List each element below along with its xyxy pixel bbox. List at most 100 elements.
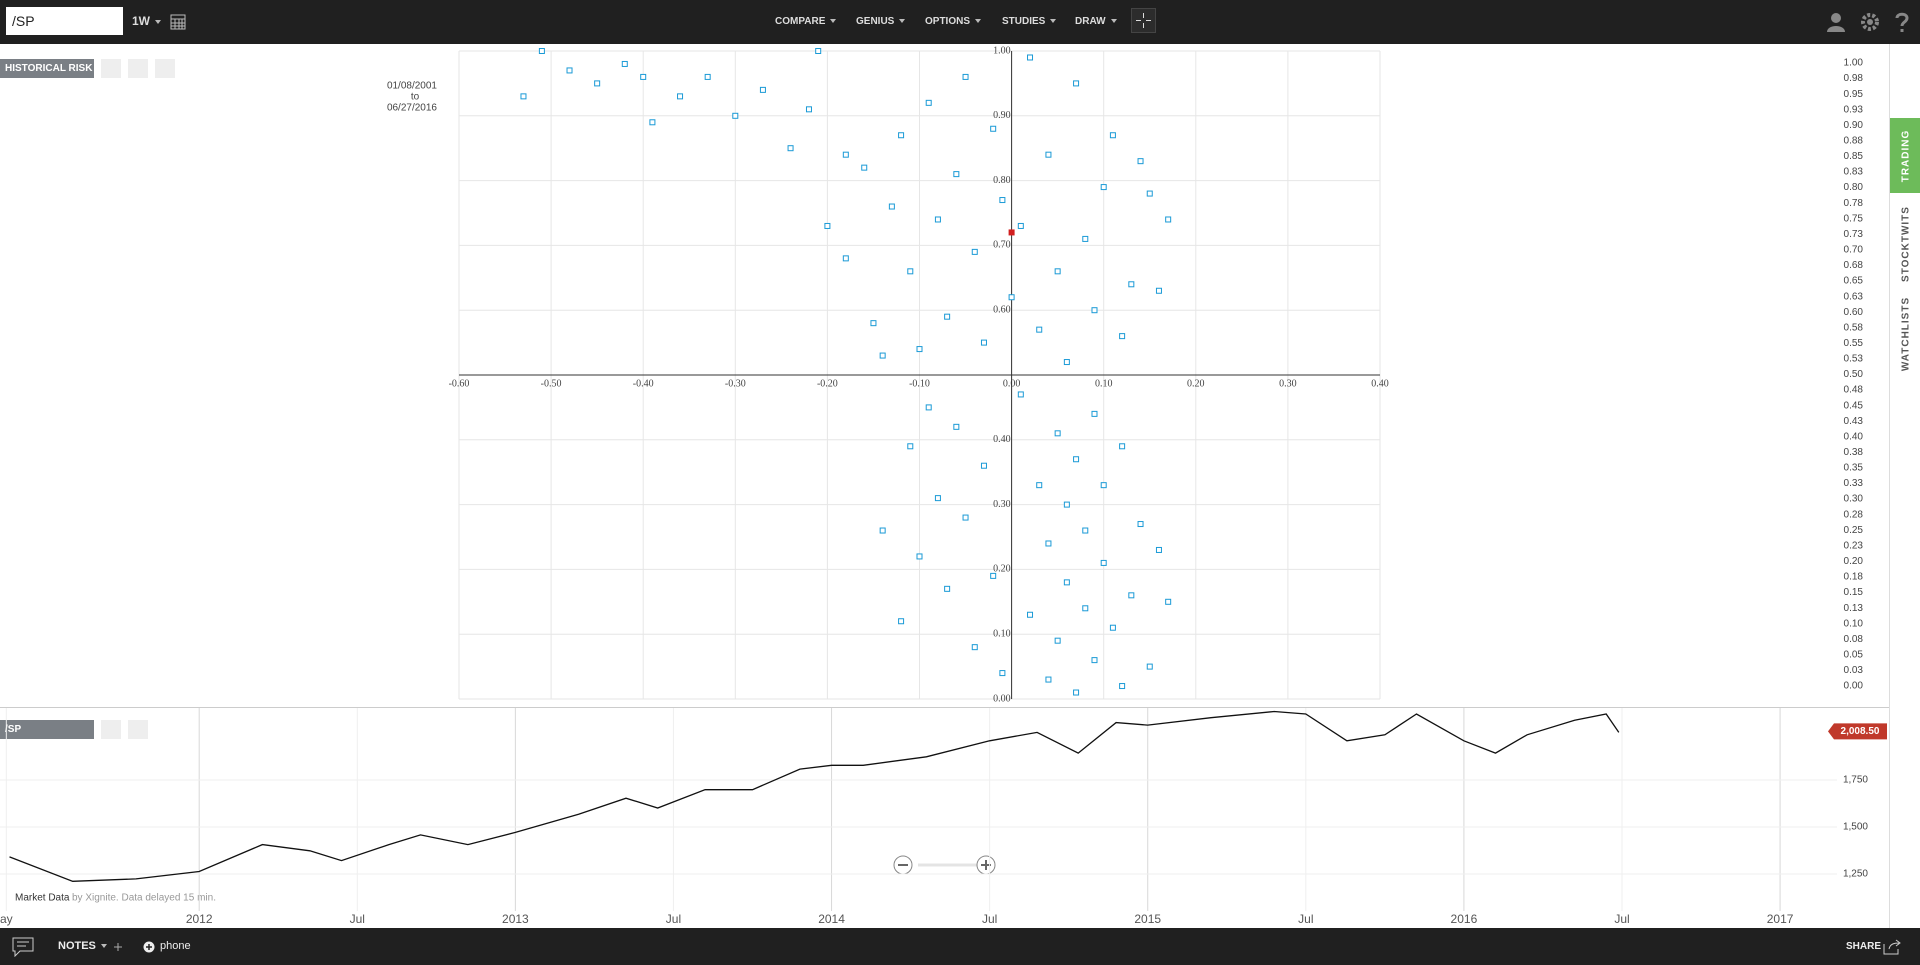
share-icon[interactable] — [1882, 938, 1902, 956]
credit-source: Market Data — [15, 893, 70, 904]
scatter-point — [1073, 456, 1080, 463]
y2-tick-label: 0.43 — [1844, 416, 1864, 427]
scatter-point — [1017, 222, 1024, 229]
y2-tick-label: 0.83 — [1844, 167, 1864, 178]
scatter-point — [971, 248, 978, 255]
x-tick-label: Jul — [982, 912, 997, 926]
menu-item[interactable]: DRAW — [1075, 16, 1117, 27]
scatter-point — [538, 48, 545, 54]
y2-tick-label: 0.30 — [1844, 494, 1864, 505]
y-tick-label: 0.70 — [993, 240, 1011, 251]
scatter-point — [1137, 521, 1144, 528]
y2-tick-label: 1.00 — [1844, 58, 1864, 69]
scatter-point — [649, 119, 656, 126]
scatter-chart: 01/08/2001 to 06/27/2016 -0.60 -0.50 -0.40… — [387, 45, 1864, 704]
y-tick-label: 1,250 — [1843, 869, 1868, 880]
scatter-point — [953, 171, 960, 178]
tab-label: STOCKTWITS — [1900, 206, 1911, 282]
sidebar-tab[interactable]: TRADING — [1890, 118, 1920, 193]
scatter-point — [1036, 482, 1043, 489]
y2-tick-label: 0.63 — [1844, 291, 1864, 302]
tab-label: WATCHLISTS — [1900, 296, 1911, 372]
x-tick-label: 0.30 — [1279, 378, 1297, 389]
y2-tick-label: 0.10 — [1844, 618, 1864, 629]
sidebar: TRADING STOCKTWITS WATCHLISTS — [1889, 44, 1920, 928]
highlight-point — [1008, 229, 1015, 236]
scatter-point — [1054, 268, 1061, 275]
panel-label: HISTORICAL RISK — [0, 59, 94, 78]
scatter-point — [1100, 559, 1107, 566]
scatter-point — [640, 73, 647, 80]
add-icon[interactable] — [113, 942, 123, 952]
y2-tick-label: 0.03 — [1844, 665, 1864, 676]
y2-tick-label: 0.80 — [1844, 182, 1864, 193]
account-icons[interactable] — [1826, 12, 1916, 34]
scatter-point — [1091, 410, 1098, 417]
move-button[interactable] — [101, 59, 121, 78]
date-from: 01/08/2001 — [387, 81, 437, 92]
date-to: 06/27/2016 — [387, 103, 437, 114]
x-tick-label: Jul — [1298, 912, 1313, 926]
scatter-point — [1054, 637, 1061, 644]
scatter-point — [677, 93, 684, 100]
menu-item[interactable]: COMPARE — [775, 16, 836, 27]
interval-selector[interactable]: 1W — [132, 14, 161, 28]
menu-item[interactable]: GENIUS — [856, 16, 905, 27]
y-tick-label: 0.60 — [993, 304, 1011, 315]
scatter-point — [1073, 80, 1080, 87]
scatter-point — [787, 145, 794, 152]
zoom-controls[interactable] — [893, 855, 996, 875]
menu-item[interactable]: STUDIES — [1002, 16, 1056, 27]
y2-tick-label: 0.23 — [1844, 540, 1864, 551]
y2-tick-label: 0.78 — [1844, 198, 1864, 209]
scatter-point — [980, 339, 987, 346]
x-tick-label: Jul — [1614, 912, 1629, 926]
y2-tick-label: 0.50 — [1844, 369, 1864, 380]
scatter-point — [1082, 605, 1089, 612]
x-tick-label: 2014 — [818, 912, 845, 926]
x-tick-label: 2016 — [1451, 912, 1478, 926]
scatter-point — [1054, 430, 1061, 437]
sidebar-tab[interactable]: WATCHLISTS — [1890, 294, 1920, 374]
menu-item[interactable]: OPTIONS — [925, 16, 981, 27]
scatter-point — [824, 222, 831, 229]
crosshair-button[interactable] — [1131, 8, 1156, 33]
edit-button[interactable] — [128, 59, 148, 78]
move-button[interactable] — [101, 720, 121, 739]
sidebar-tab[interactable]: STOCKTWITS — [1890, 204, 1920, 284]
y-tick-label: 0.20 — [993, 564, 1011, 575]
notes-button[interactable]: NOTES — [58, 940, 107, 952]
scatter-point — [759, 86, 766, 93]
scatter-point — [594, 80, 601, 87]
scatter-point — [1063, 501, 1070, 508]
footer: NOTES phone SHARE — [0, 928, 1920, 965]
scatter-point — [925, 99, 932, 106]
close-button[interactable] — [155, 59, 175, 78]
credit-note: by Xignite. Data delayed 15 min. — [72, 893, 216, 904]
y2-tick-label: 0.58 — [1844, 322, 1864, 333]
symbol-input[interactable]: /SP — [6, 7, 123, 35]
date-to-word: to — [411, 92, 420, 103]
scatter-point — [1017, 391, 1024, 398]
scatter-point — [566, 67, 573, 74]
scatter-point — [925, 404, 932, 411]
y2-tick-label: 0.13 — [1844, 603, 1864, 614]
expand-button[interactable] — [128, 720, 148, 739]
scatter-point — [953, 423, 960, 430]
x-tick-label: 2013 — [502, 912, 529, 926]
share-button[interactable]: SHARE — [1846, 941, 1882, 952]
y2-tick-label: 0.70 — [1844, 245, 1864, 256]
y2-tick-label: 0.90 — [1844, 120, 1864, 131]
y2-tick-label: 0.68 — [1844, 260, 1864, 271]
phone-icon[interactable] — [143, 941, 155, 953]
y2-tick-label: 0.35 — [1844, 463, 1864, 474]
scatter-point — [1119, 333, 1126, 340]
phone-button[interactable]: phone — [160, 940, 191, 952]
calendar-icon[interactable] — [170, 13, 186, 30]
scatter-point — [898, 132, 905, 139]
y-tick-label: 0.90 — [993, 110, 1011, 121]
y2-tick-label: 0.15 — [1844, 587, 1864, 598]
notes-icon[interactable] — [12, 937, 34, 957]
scatter-point — [990, 125, 997, 132]
y2-tick-label: 0.65 — [1844, 276, 1864, 287]
